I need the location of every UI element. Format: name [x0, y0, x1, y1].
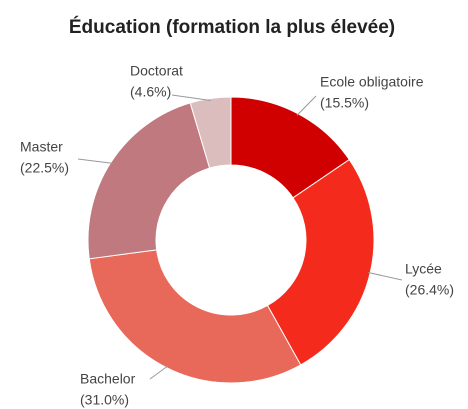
donut-slice	[87, 102, 211, 260]
slice-label: Doctorat	[130, 63, 183, 79]
slice-label: Bachelor	[80, 371, 136, 387]
leader-line	[296, 95, 317, 116]
slice-value-label: (4.6%)	[130, 84, 171, 100]
slice-value-label: (15.5%)	[320, 95, 369, 111]
slice-label: Ecole obligatoire	[320, 74, 424, 90]
chart-title: Éducation (formation la plus élevée)	[69, 16, 395, 38]
slice-value-label: (26.4%)	[405, 282, 454, 298]
slice-label: Master	[20, 139, 63, 155]
donut-slice	[88, 249, 302, 384]
donut-slice	[189, 96, 232, 169]
donut-slice	[266, 158, 375, 366]
leader-line	[77, 158, 113, 164]
slice-value-label: (31.0%)	[80, 392, 129, 408]
slice-value-label: (22.5%)	[20, 160, 69, 176]
leader-line	[368, 271, 403, 281]
slice-label: Lycée	[405, 261, 442, 277]
leader-line	[149, 365, 169, 380]
leader-line	[171, 94, 211, 101]
